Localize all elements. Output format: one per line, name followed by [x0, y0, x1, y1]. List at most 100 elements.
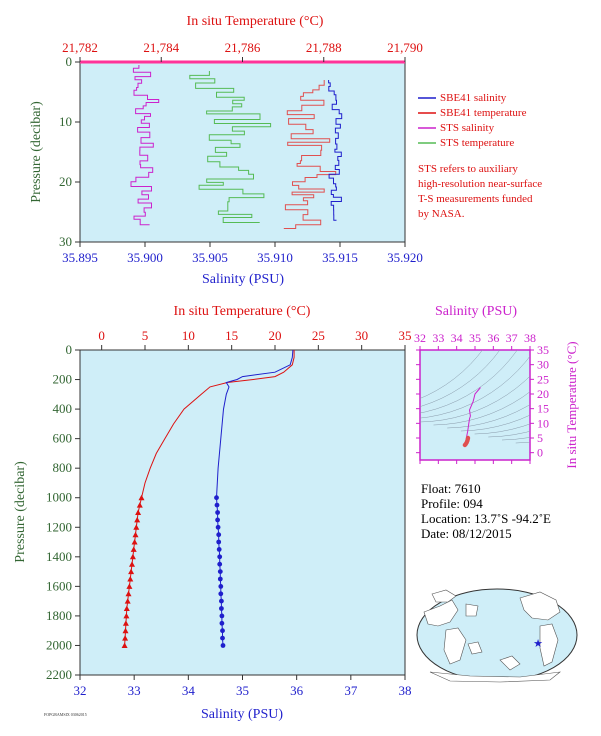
p2-y-tick-label: 1400: [46, 549, 72, 564]
p3-y-tick-label: 30: [537, 358, 549, 372]
p2-top-tick-label: 15: [225, 328, 238, 343]
density-contour: [501, 437, 530, 441]
p1-bottom-tick-label: 35.900: [127, 250, 163, 265]
legend-sts-salinity: STS salinity: [440, 122, 495, 134]
p2-y-tick-label: 1200: [46, 519, 72, 534]
ts-deep-cluster: [463, 437, 470, 446]
p2-y-ticks: 0 200 400 600 800 1000 1200 1400 1600 1800 2000 220…: [46, 342, 80, 682]
temperature-marker: [125, 590, 132, 597]
p1-plot-area: [79, 61, 406, 243]
p3-y-tick-label: 25: [537, 372, 549, 386]
p1-bottom-tick-label: 35.905: [192, 250, 228, 265]
p3-y-tick-label: 10: [537, 416, 549, 430]
p2-plot-area: [79, 349, 406, 676]
density-contour: [420, 350, 483, 399]
p3-y-tick-label: 35: [537, 343, 549, 357]
temperature-marker: [135, 509, 142, 515]
salinity-marker: [217, 569, 223, 574]
note-line-3: T-S measurements funded: [418, 193, 533, 205]
p2-y-tick-label: 200: [53, 372, 73, 387]
density-contour: [420, 350, 518, 414]
info-location: Location: 13.7˚S -94.2˚E: [421, 511, 551, 526]
p3-x-tick-label: 38: [524, 331, 536, 345]
p2-bottom-ticks: 32 33 34 35 36 37 38: [74, 675, 412, 698]
density-contour: [488, 431, 530, 438]
temperature-marker: [123, 612, 130, 619]
salinity-marker: [219, 620, 225, 626]
p2-bottom-axis-title: Salinity (PSU): [201, 707, 283, 722]
temperature-marker: [128, 568, 135, 575]
p1-bottom-ticks: 35.895 35.900 35.905 35.910 35.915 35.920: [62, 242, 423, 265]
p2-y-tick-label: 1800: [46, 608, 72, 623]
ts-curve: [465, 387, 481, 440]
salinity-marker: [217, 561, 223, 567]
salinity-marker: [214, 495, 219, 501]
p2-y-tick-label: 400: [53, 401, 73, 416]
temperature-marker: [126, 583, 133, 589]
p3-plot-area: [419, 349, 531, 461]
temperature-marker: [132, 531, 139, 538]
p2-y-axis-title: Pressure (decibar): [13, 461, 28, 563]
temperature-marker: [124, 598, 131, 604]
p3-x-tick-label: 35: [469, 331, 481, 345]
p3-right-axis-title: In situ Temperature (°C): [564, 341, 579, 468]
salinity-profile-line: [216, 349, 294, 498]
salinity-marker: [215, 517, 221, 523]
salinity-marker: [217, 576, 223, 582]
p3-density-contours: [420, 350, 530, 444]
p1-bottom-axis-title: Salinity (PSU): [202, 272, 284, 287]
sbe41-salinity-line: [328, 80, 343, 221]
p2-top-tick-label: 30: [355, 328, 368, 343]
p1-y-ticks: 0 10 20 30: [59, 54, 80, 249]
temperature-marker: [129, 561, 135, 567]
legend-sbe41-temperature: SBE41 temperature: [440, 107, 527, 119]
density-contour: [420, 350, 501, 407]
density-contour: [474, 423, 530, 435]
p2-bottom-tick-label: 33: [128, 683, 141, 698]
p2-bottom-tick-label: 36: [290, 683, 304, 698]
temperature-marker: [127, 576, 134, 582]
temperature-marker: [122, 620, 129, 626]
salinity-marker: [216, 547, 222, 552]
p3-x-tick-label: 34: [451, 331, 463, 345]
p1-series-group: [130, 65, 343, 229]
note-line-2: high-resolution near-surface: [418, 178, 542, 190]
temperature-marker: [121, 642, 128, 648]
p3-x-tick-label: 37: [506, 331, 518, 345]
salinity-marker: [216, 539, 222, 545]
salinity-marker: [220, 643, 226, 648]
p3-x-ticks: 32 33 34 35 36 37 38: [414, 331, 536, 464]
p3-y-tick-label: 20: [537, 387, 549, 401]
p1-bottom-tick-label: 35.895: [62, 250, 98, 265]
p3-x-tick-label: 32: [414, 331, 426, 345]
p1-top-tick-label: 21,784: [143, 40, 179, 55]
p2-bottom-tick-label: 34: [182, 683, 196, 698]
footer-stamp: FOPGRAMSIX 03062015: [44, 712, 87, 717]
note-line-1: STS refers to auxiliary: [418, 163, 518, 175]
p2-bottom-tick-label: 37: [344, 683, 358, 698]
p2-top-tick-label: 5: [142, 328, 149, 343]
temperature-marker: [130, 546, 137, 552]
p2-y-tick-label: 0: [66, 342, 73, 357]
density-contour: [447, 404, 530, 429]
panel-near-surface: In situ Temperature (°C) 21,782 21,784 21,…: [29, 14, 542, 287]
p2-bottom-tick-label: 35: [236, 683, 249, 698]
legend-sbe41-salinity: SBE41 salinity: [440, 92, 507, 104]
p1-top-ticks: 21,782 21,784 21,786 21,788 21,790: [62, 40, 423, 62]
p2-bottom-tick-label: 32: [74, 683, 87, 698]
p2-y-tick-label: 600: [53, 431, 73, 446]
density-contour: [433, 391, 530, 426]
temperature-marker: [123, 605, 130, 611]
p1-bottom-tick-label: 35.910: [257, 250, 293, 265]
temperature-marker: [136, 502, 143, 508]
legend-sts-temperature: STS temperature: [440, 137, 514, 149]
p3-y-tick-label: 0: [537, 446, 543, 460]
p2-y-tick-label: 2200: [46, 667, 72, 682]
map-land: [423, 589, 562, 683]
temperature-marker: [129, 553, 136, 560]
p1-y-tick-label: 0: [66, 54, 73, 69]
p2-top-tick-label: 20: [269, 328, 282, 343]
p1-legend: SBE41 salinity SBE41 temperature STS sal…: [418, 92, 527, 149]
p3-x-tick-label: 33: [432, 331, 444, 345]
